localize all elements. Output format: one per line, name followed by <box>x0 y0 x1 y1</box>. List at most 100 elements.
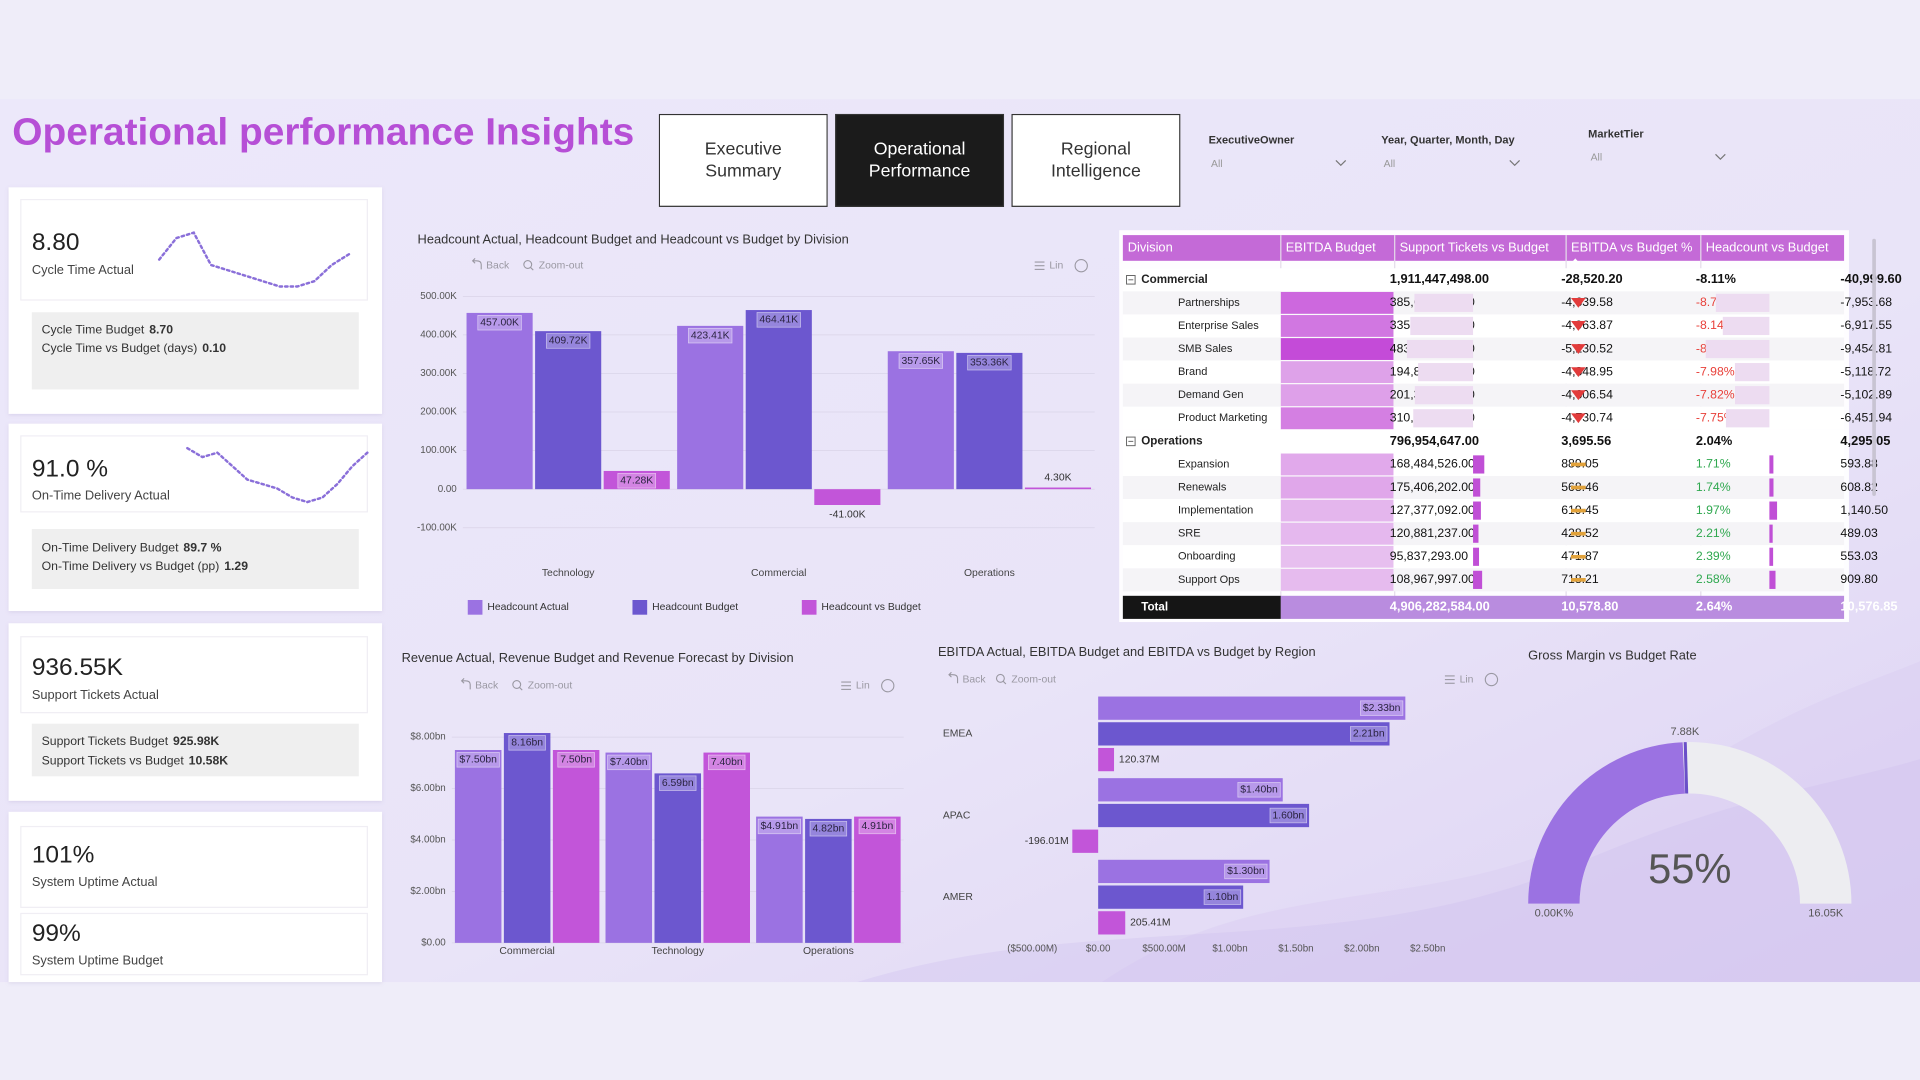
row-label: Total <box>1141 600 1168 613</box>
bar <box>535 331 602 490</box>
toolbar-zoom-out[interactable]: Zoom-out <box>528 680 573 691</box>
cell-value: 168,484,526.00 <box>1390 457 1475 471</box>
scrollbar[interactable] <box>1872 238 1876 496</box>
toolbar-back[interactable]: Back <box>962 674 986 685</box>
filter-chevron[interactable] <box>1509 159 1521 167</box>
y-tick-label: 100.00K <box>420 445 457 456</box>
total-row-bg <box>1280 595 1845 619</box>
heat-cell <box>1280 407 1394 430</box>
kpi-detail: On-Time Delivery vs Budget (pp) 1.29 <box>42 559 249 573</box>
kpi-detail-value: 89.7 % <box>183 541 221 555</box>
kpi-value: 936.55K <box>32 654 124 681</box>
data-label-bg <box>607 754 651 771</box>
toolbar-scale[interactable]: Lin <box>1049 260 1063 271</box>
chart-title: Revenue Actual, Revenue Budget and Reven… <box>402 650 794 665</box>
cell-value: 553.03 <box>1840 549 1878 563</box>
tab-label[interactable]: Operational Performance <box>835 113 1005 207</box>
tab-button[interactable]: Operational Performance <box>835 113 1005 207</box>
data-bar <box>1734 363 1770 382</box>
legend-label[interactable]: Headcount Actual <box>487 602 568 613</box>
cell-value: -7,953.68 <box>1840 295 1892 309</box>
legend-label[interactable]: Headcount Budget <box>652 602 738 613</box>
legend-swatch[interactable] <box>467 600 483 615</box>
filter-label: MarketTier <box>1588 129 1644 141</box>
data-label: 8.16bn <box>511 738 543 749</box>
filter-chevron[interactable] <box>1715 153 1726 161</box>
filter-value[interactable]: All <box>1384 159 1396 170</box>
table-header[interactable]: EBITDA vs Budget % <box>1571 239 1692 254</box>
kpi-label: System Uptime Actual <box>32 874 158 889</box>
y-tick-label: $0.00 <box>421 937 446 948</box>
filter-chevron[interactable] <box>1335 159 1347 167</box>
toolbar-zoom-out[interactable]: Zoom-out <box>1011 674 1056 685</box>
gauge-value: 55% <box>1648 845 1731 892</box>
data-bar <box>1769 478 1774 497</box>
table-header[interactable]: Support Tickets vs Budget <box>1400 239 1550 254</box>
background-wave <box>1102 661 1920 983</box>
data-label: 457.00K <box>480 317 519 328</box>
cell-value: 1,140.50 <box>1840 503 1888 517</box>
table-header[interactable]: Headcount vs Budget <box>1706 239 1829 254</box>
cell-value: -5,118.72 <box>1840 364 1891 378</box>
cell-value: 2.39% <box>1696 549 1731 563</box>
kpi-detail-label: Support Tickets vs Budget <box>42 754 185 768</box>
y-tick-label: $6.00bn <box>410 783 445 794</box>
expand-icon[interactable] <box>1126 436 1136 447</box>
bar <box>1072 829 1099 853</box>
cell-value: -5,102.89 <box>1840 387 1892 401</box>
tab-label[interactable]: Executive Summary <box>658 113 828 207</box>
data-bar <box>1410 316 1474 336</box>
data-label-bg <box>1360 700 1404 716</box>
kpi-detail: On-Time Delivery Budget 89.7 % <box>42 541 222 555</box>
legend-swatch[interactable] <box>801 600 817 615</box>
help-icon[interactable] <box>1484 672 1499 687</box>
bar <box>1098 778 1283 802</box>
sort-indicator <box>1571 258 1580 264</box>
expand-icon[interactable] <box>1126 275 1136 285</box>
help-icon[interactable] <box>1074 259 1088 273</box>
help-icon[interactable] <box>881 679 895 693</box>
bar <box>466 312 533 490</box>
row-label: Partnerships <box>1178 297 1240 309</box>
x-tick-label: $1.50bn <box>1278 944 1313 955</box>
toolbar-zoom-out[interactable]: Zoom-out <box>539 260 584 271</box>
tab-button[interactable]: Executive Summary <box>658 113 828 207</box>
gauge-target <box>1683 742 1689 794</box>
table-header[interactable]: Division <box>1128 239 1173 254</box>
toolbar-scale[interactable]: Lin <box>856 680 870 691</box>
status-icon <box>1571 462 1586 467</box>
cell-value: -6,917.55 <box>1840 318 1892 332</box>
data-label-bg <box>1203 889 1242 905</box>
legend-swatch[interactable] <box>632 600 648 615</box>
heat-cell <box>1280 476 1394 499</box>
kpi-value: 91.0 % <box>32 456 108 483</box>
heat-cell <box>1280 522 1394 545</box>
table-header[interactable]: EBITDA Budget <box>1286 239 1376 254</box>
data-label: 464.41K <box>759 315 798 326</box>
toolbar-back[interactable]: Back <box>475 680 499 691</box>
heat-cell <box>1280 499 1394 522</box>
table-header-bg <box>1122 235 1845 261</box>
bar <box>552 750 600 943</box>
filter-value[interactable]: All <box>1211 159 1223 170</box>
y-tick-label: $4.00bn <box>410 835 445 846</box>
kpi-inner <box>20 825 368 908</box>
cell-value: -4,606.54 <box>1561 387 1613 401</box>
kpi-detail-value: 925.98K <box>173 734 219 748</box>
filter-value[interactable]: All <box>1591 153 1603 164</box>
bar <box>605 752 653 943</box>
tab-button[interactable]: Regional Intelligence <box>1011 113 1181 207</box>
toolbar-back[interactable]: Back <box>486 260 510 271</box>
toolbar-icon <box>995 673 1005 683</box>
cell-value: -6,451.94 <box>1840 411 1892 425</box>
kpi-label: Support Tickets Actual <box>32 687 159 702</box>
bar <box>603 470 670 490</box>
cell-value: -4,963.87 <box>1561 318 1613 332</box>
status-icon <box>1571 344 1586 354</box>
tab-label[interactable]: Regional Intelligence <box>1011 113 1181 207</box>
legend-label[interactable]: Headcount vs Budget <box>821 602 920 613</box>
toolbar-scale[interactable]: Lin <box>1460 674 1474 685</box>
cell-value: 1,911,447,498.00 <box>1390 271 1489 286</box>
data-label-bg <box>1224 863 1268 880</box>
heat-cell <box>1280 361 1394 384</box>
